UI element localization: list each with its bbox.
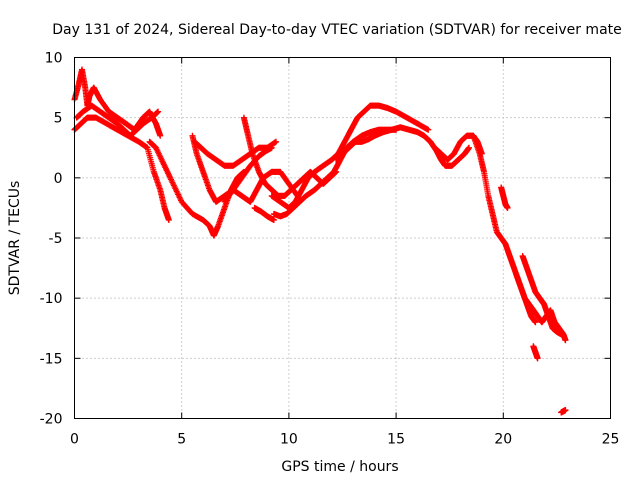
data-points: [71, 66, 569, 416]
series-track-3: [73, 102, 162, 139]
x-tick-label: 10: [280, 432, 298, 448]
data-point: [270, 216, 277, 223]
series-track-16: [498, 184, 511, 211]
y-tick-label: -5: [49, 231, 63, 247]
data-point: [273, 138, 280, 145]
x-tick-labels: 0 5 10 15 20 25: [70, 432, 619, 448]
data-point: [155, 108, 162, 115]
y-tick-label: 10: [45, 51, 63, 67]
data-point: [532, 319, 539, 326]
y-tick-label: -15: [40, 351, 63, 367]
y-tick-label: 0: [54, 171, 63, 187]
chart-title: Day 131 of 2024, Sidereal Day-to-day VTE…: [52, 22, 622, 38]
data-point: [504, 204, 511, 211]
data-point: [534, 355, 541, 362]
series-track-8: [221, 144, 275, 205]
y-tick-label: -10: [40, 291, 63, 307]
series-track-18: [519, 253, 565, 338]
plot-frame: [74, 57, 611, 419]
x-tick-label: 5: [177, 432, 186, 448]
data-point: [157, 132, 164, 139]
y-tick-label: 5: [54, 111, 63, 127]
data-point: [165, 216, 172, 223]
x-axis-label: GPS time / hours: [281, 459, 398, 475]
series-track-2: [71, 114, 172, 223]
x-tick-label: 25: [602, 432, 620, 448]
data-point: [562, 407, 569, 414]
series-track-20: [558, 407, 569, 416]
series-track-19: [530, 343, 541, 362]
x-tick-label: 0: [70, 432, 79, 448]
data-point: [558, 331, 565, 338]
y-tick-label: -20: [40, 412, 63, 428]
y-tick-labels: -20 -15 -10 -5 0 5 10: [40, 51, 63, 428]
series-track-9: [251, 204, 277, 223]
data-point: [465, 144, 472, 151]
x-tick-label: 15: [387, 432, 405, 448]
data-point: [562, 337, 569, 344]
data-point: [268, 144, 275, 151]
data-point: [425, 126, 432, 133]
series-track-12: [333, 124, 434, 163]
x-tick-label: 20: [494, 432, 512, 448]
y-axis-label: SDTVAR / TECUs: [7, 181, 23, 296]
grid-lines: [74, 57, 611, 419]
